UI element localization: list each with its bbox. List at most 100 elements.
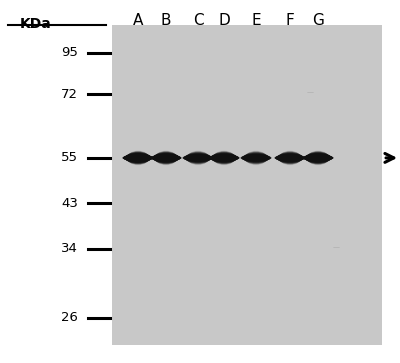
Ellipse shape [184,154,212,162]
Ellipse shape [304,153,332,163]
Ellipse shape [304,154,332,162]
Text: D: D [218,13,230,28]
Ellipse shape [306,151,330,164]
Ellipse shape [152,154,180,162]
Text: C: C [193,13,203,28]
Ellipse shape [279,151,301,165]
Ellipse shape [303,154,333,162]
Ellipse shape [123,155,153,161]
Ellipse shape [153,153,179,163]
Ellipse shape [277,152,303,163]
Ellipse shape [212,151,236,164]
Ellipse shape [242,154,270,162]
Ellipse shape [276,153,304,163]
Text: 26: 26 [61,311,78,324]
Ellipse shape [240,155,272,161]
Ellipse shape [278,151,302,164]
Text: F: F [286,13,294,28]
Ellipse shape [211,152,237,163]
Ellipse shape [279,151,301,165]
Ellipse shape [241,154,271,162]
Ellipse shape [243,153,269,163]
Ellipse shape [150,155,182,161]
Ellipse shape [212,152,236,164]
Text: KDa: KDa [20,17,52,32]
Ellipse shape [187,151,209,165]
Ellipse shape [310,155,326,161]
Ellipse shape [210,153,238,163]
Ellipse shape [213,151,235,165]
Text: 72: 72 [61,88,78,101]
Ellipse shape [184,154,212,162]
Ellipse shape [210,154,238,162]
Ellipse shape [307,151,329,165]
Ellipse shape [208,155,240,161]
Ellipse shape [278,152,302,164]
Ellipse shape [303,155,333,161]
Ellipse shape [242,154,270,162]
Ellipse shape [245,151,267,165]
Ellipse shape [152,153,180,163]
Ellipse shape [282,155,298,161]
Ellipse shape [122,155,154,161]
Ellipse shape [242,154,270,162]
Ellipse shape [187,151,209,165]
Ellipse shape [307,151,329,165]
Ellipse shape [248,155,264,161]
Ellipse shape [126,152,150,164]
Ellipse shape [244,151,268,164]
Ellipse shape [185,153,211,163]
Ellipse shape [123,154,153,162]
Ellipse shape [212,152,236,164]
Ellipse shape [130,155,146,161]
Ellipse shape [245,151,267,165]
Ellipse shape [182,155,214,161]
Ellipse shape [151,154,181,162]
Ellipse shape [155,151,177,165]
Ellipse shape [275,154,305,162]
Ellipse shape [276,154,304,162]
Ellipse shape [186,151,210,164]
Text: 43: 43 [61,197,78,210]
Ellipse shape [209,155,239,161]
Ellipse shape [276,154,304,162]
Ellipse shape [302,155,334,161]
Text: 95: 95 [61,46,78,59]
Ellipse shape [124,154,152,162]
Ellipse shape [305,152,331,163]
Ellipse shape [274,155,306,161]
Text: E: E [251,13,261,28]
Ellipse shape [125,152,151,163]
Ellipse shape [241,155,271,161]
Ellipse shape [216,155,232,161]
Ellipse shape [126,152,150,164]
Ellipse shape [154,151,178,164]
Ellipse shape [211,153,237,163]
Text: A: A [133,13,143,28]
Ellipse shape [125,153,151,163]
Ellipse shape [183,155,213,161]
Ellipse shape [153,152,179,163]
Ellipse shape [127,151,149,165]
Ellipse shape [276,154,304,162]
Ellipse shape [186,152,210,164]
Ellipse shape [184,154,212,162]
Ellipse shape [124,154,152,162]
Ellipse shape [244,152,268,164]
Text: B: B [161,13,171,28]
Ellipse shape [124,153,152,163]
Ellipse shape [190,155,206,161]
Ellipse shape [278,152,302,164]
Ellipse shape [183,154,213,162]
Ellipse shape [304,154,332,162]
Text: 34: 34 [61,242,78,255]
Ellipse shape [306,152,330,164]
Ellipse shape [186,152,210,164]
Ellipse shape [158,155,174,161]
Text: —: — [332,245,340,250]
Ellipse shape [152,154,180,162]
Ellipse shape [154,152,178,164]
Ellipse shape [155,151,177,165]
Ellipse shape [126,151,150,164]
Ellipse shape [244,152,268,164]
